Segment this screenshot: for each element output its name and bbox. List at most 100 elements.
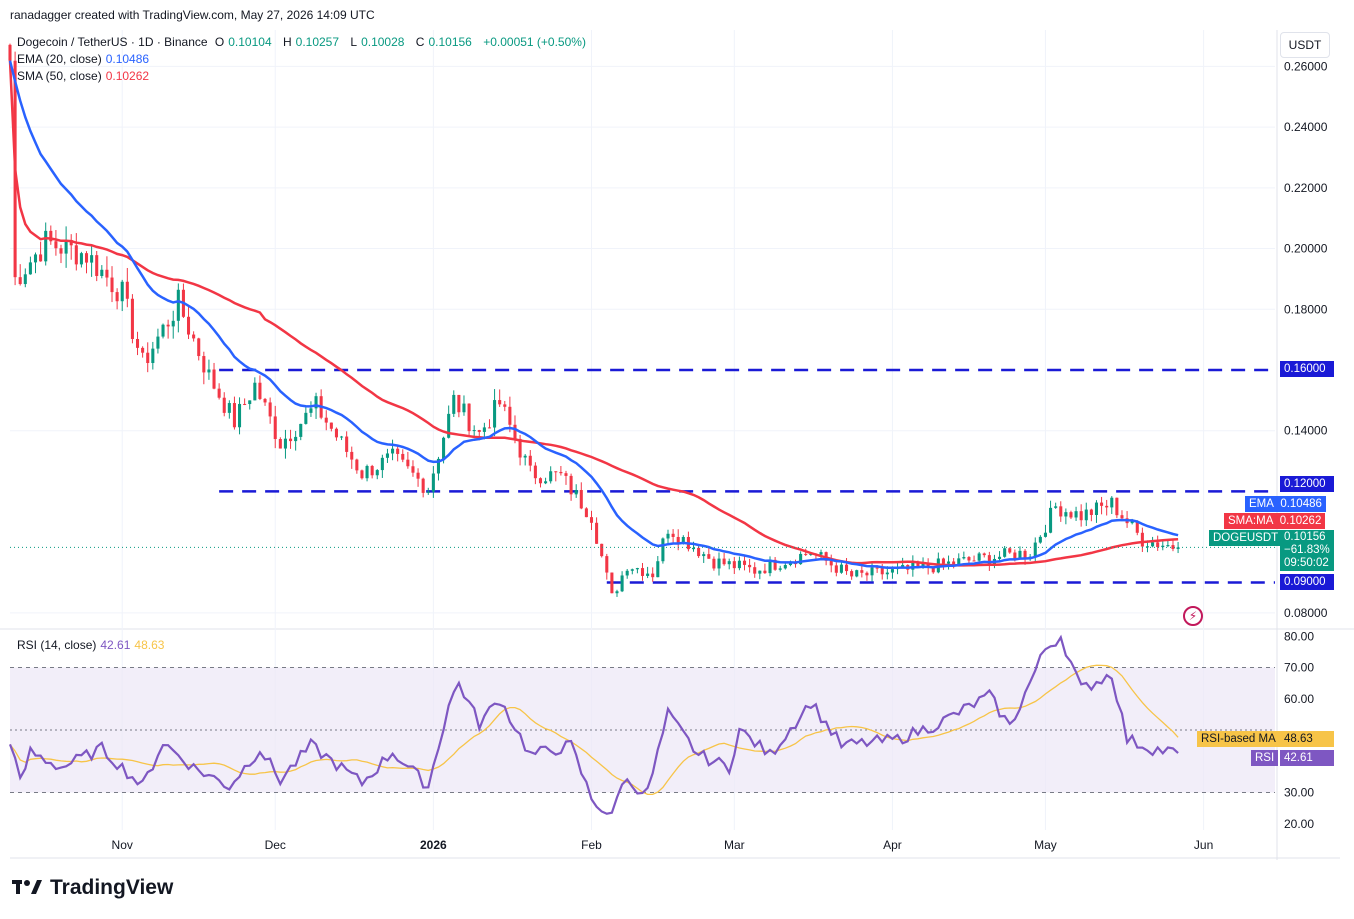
candle-body [778,568,782,570]
price-tick-label: 0.14000 [1284,424,1328,438]
candle-body [600,543,604,557]
candle-body [309,408,313,413]
candle-body [564,473,568,476]
candle-body [921,563,925,567]
rsi-ma-tag-label: RSI-based MA [1197,731,1280,747]
candle-body [105,269,109,278]
candle-body [1130,521,1134,524]
candle-body [768,559,772,574]
candle-body [130,298,134,339]
candle-body [1008,548,1012,553]
candle-body [661,538,665,562]
candle-body [727,561,731,565]
rsi-legend-label: RSI (14, close) [17,638,97,652]
candle-body [217,388,221,398]
candle-body [697,547,701,557]
rsi-ma-tag: 48.63 [1280,731,1334,747]
currency-button[interactable]: USDT [1280,32,1330,58]
candle-body [416,472,420,479]
candle-body [238,403,242,428]
candle-body [248,400,252,405]
candle-body [457,394,461,413]
candle-body [610,572,614,594]
candle-body [595,522,599,544]
candle-body [90,255,94,263]
rsi-legend[interactable]: RSI (14, close) 42.61 48.63 [17,638,168,652]
candle-body [141,347,145,353]
candle-body [890,569,894,573]
candle-body [753,567,757,574]
candle-body [1166,545,1170,547]
candle-body [1120,515,1124,519]
candle-body [870,567,874,576]
ohlc-change: +0.00051 (+0.50%) [483,35,586,49]
time-tick-label: Mar [724,838,745,852]
candle-body [615,591,619,594]
candle-body [84,253,89,263]
lightning-icon[interactable]: ⚡ [1183,606,1203,626]
candle-body [151,348,155,364]
candle-body [1064,512,1068,517]
tradingview-logo: TradingView [12,876,173,900]
sma-legend[interactable]: SMA (50, close) 0.10262 [17,69,153,83]
candle-body [947,561,951,564]
candle-body [1161,545,1165,548]
candle-body [538,478,543,484]
candle-body [227,403,231,413]
candle-body [880,568,884,575]
candle-body [477,430,481,432]
candle-body [1018,550,1022,560]
candle-body [620,575,624,592]
candle-body [33,254,38,263]
candle-body [783,565,787,569]
price-tick-label: 0.22000 [1284,181,1328,195]
candle-body [355,459,359,471]
candle-body [74,245,78,265]
candle-body [1003,548,1007,557]
candle-body [829,560,833,566]
symbol-legend: Dogecoin / TetherUS · 1D · Binance O 0.10… [17,35,590,49]
candle-body [299,423,303,437]
candle-body [640,568,645,576]
candle-body [528,455,532,466]
candle-body [283,438,287,449]
candle-body [819,552,823,555]
candle-body [268,402,272,417]
candle-body [630,569,634,571]
candle-body [64,240,68,254]
candle-body [8,44,12,61]
candle-body [39,254,43,262]
candle-body [952,561,956,565]
symbol-title[interactable]: Dogecoin / TetherUS · 1D · Binance [17,35,208,49]
candle-body [1049,507,1053,533]
candle-body [722,558,726,565]
candle-body [916,562,920,567]
candle-body [1105,505,1109,508]
price-tick-label: 0.24000 [1284,120,1328,134]
candle-body [574,490,578,495]
candle-body [666,533,670,539]
rsi-tick-label: 70.00 [1284,661,1314,675]
candle-body [860,570,864,573]
candle-body [737,560,741,569]
candle-body [380,457,384,471]
candle-body [171,320,175,327]
candle-body [1033,542,1037,557]
candle-body [166,324,170,327]
candle-body [135,338,140,348]
candle-body [442,437,446,459]
candle-body [1023,550,1027,558]
ema-legend-label: EMA (20, close) [17,52,102,66]
candle-body [554,471,558,473]
sma-legend-value: 0.10262 [105,69,150,83]
candle-body [605,556,609,573]
candle-body [340,436,344,438]
candle-body [23,274,27,285]
candle-body [651,573,655,578]
price-tick-label: 0.20000 [1284,242,1328,256]
candle-body [304,412,308,424]
ema-legend[interactable]: EMA (20, close) 0.10486 [17,52,153,66]
candle-body [222,397,226,413]
ohlc-low: L 0.10028 [350,35,405,49]
